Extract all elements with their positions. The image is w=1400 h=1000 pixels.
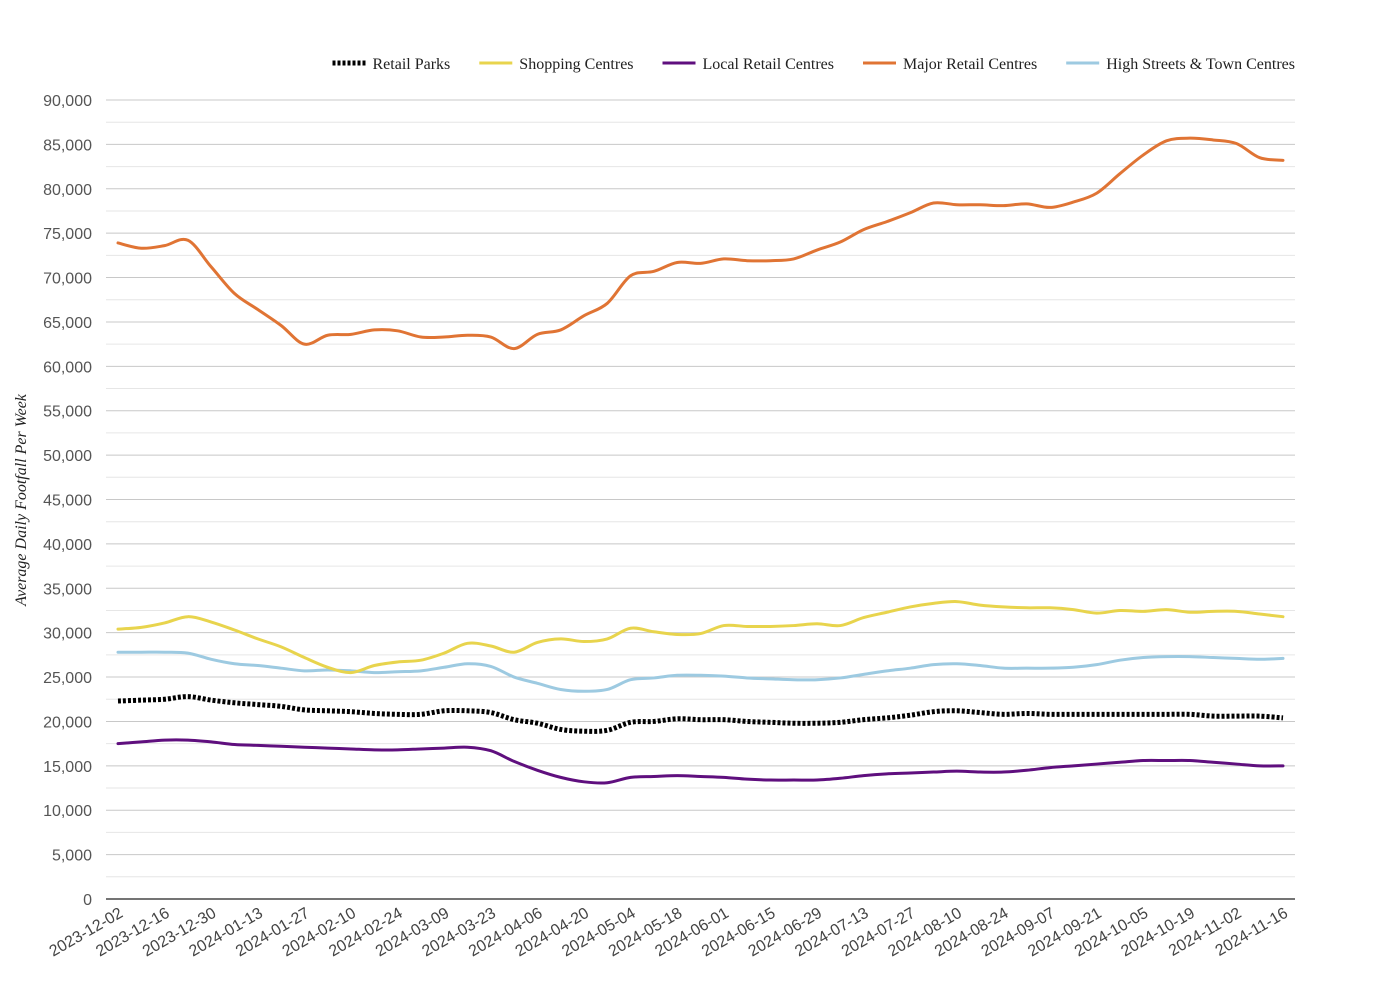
y-tick-label: 35,000 — [43, 581, 92, 598]
legend-label: Local Retail Centres — [703, 56, 835, 73]
series-line-retail-parks — [117, 694, 1284, 734]
legend-label: Major Retail Centres — [903, 56, 1037, 73]
y-tick-label: 90,000 — [43, 93, 92, 110]
y-tick-label: 30,000 — [43, 626, 92, 643]
series-line-major-retail-centres — [116, 136, 1285, 351]
y-tick-label: 10,000 — [43, 803, 92, 820]
x-axis: 2023-12-022023-12-162023-12-302024-01-13… — [47, 905, 1291, 961]
series-lines — [116, 136, 1285, 785]
y-tick-label: 60,000 — [43, 359, 92, 376]
legend: Retail Parks Shopping Centres Local Retail… — [332, 56, 1295, 73]
y-tick-label: 0 — [83, 892, 92, 909]
legend-item: High Streets & Town Centres — [1066, 56, 1295, 73]
y-tick-label: 85,000 — [43, 137, 92, 154]
y-tick-label: 50,000 — [43, 448, 92, 465]
y-tick-label: 75,000 — [43, 226, 92, 243]
y-tick-label: 70,000 — [43, 271, 92, 288]
y-tick-label: 45,000 — [43, 493, 92, 510]
y-tick-label: 5,000 — [52, 848, 92, 865]
legend-item: Retail Parks — [332, 56, 451, 73]
series-line-high-streets-and-town-centres — [116, 650, 1285, 693]
y-tick-label: 55,000 — [43, 404, 92, 421]
series-line-shopping-centres — [116, 600, 1285, 675]
y-tick-label: 25,000 — [43, 670, 92, 687]
y-tick-label: 15,000 — [43, 759, 92, 776]
y-tick-label: 65,000 — [43, 315, 92, 332]
y-tick-label: 20,000 — [43, 714, 92, 731]
y-axis: 0 5,000 10,000 15,000 20,000 25,000 30,000 35,0… — [43, 93, 92, 909]
legend-item: Local Retail Centres — [662, 56, 835, 73]
series-line-local-retail-centres — [116, 738, 1285, 785]
legend-label: High Streets & Town Centres — [1106, 56, 1295, 73]
legend-item: Major Retail Centres — [863, 56, 1037, 73]
legend-item: Shopping Centres — [479, 56, 634, 73]
legend-label: Shopping Centres — [519, 56, 633, 73]
y-tick-label: 40,000 — [43, 537, 92, 554]
legend-label: Retail Parks — [373, 56, 451, 73]
y-tick-label: 80,000 — [43, 182, 92, 199]
y-axis-label: Average Daily Footfall Per Week — [13, 393, 30, 607]
gridlines — [106, 99, 1295, 900]
